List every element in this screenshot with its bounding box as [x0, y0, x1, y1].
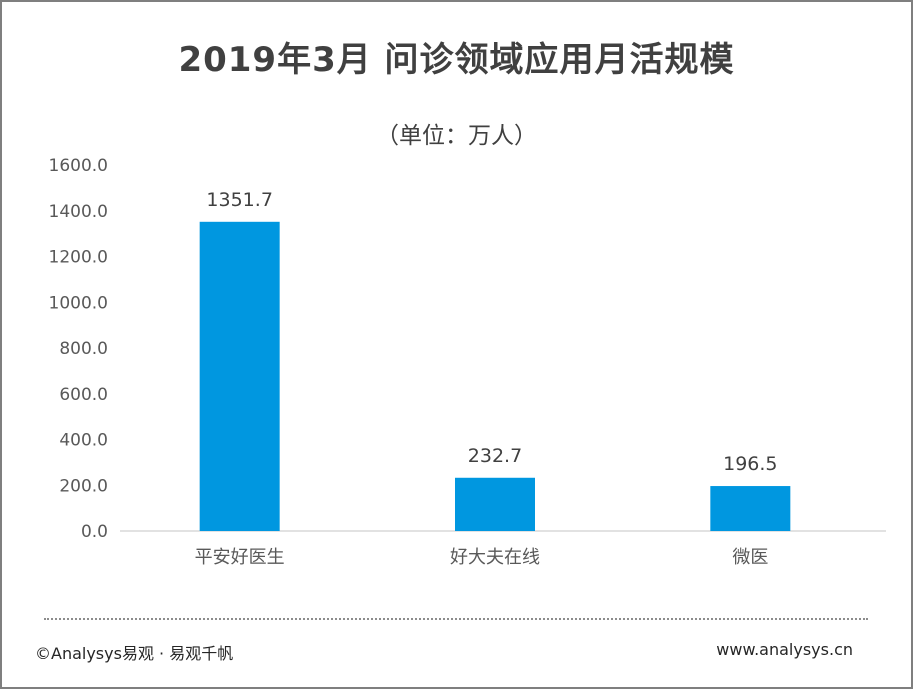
footer-website[interactable]: www.analysys.cn: [716, 640, 853, 659]
footer-copyright: ©Analysys易观 · 易观千帆: [35, 644, 234, 663]
chart-subtitle: （单位：万人）: [376, 123, 537, 149]
data-labels-group: 1351.7 232.7 196.5: [206, 189, 777, 475]
y-tick-label: 1400.0: [49, 202, 108, 222]
y-tick-label: 1000.0: [49, 293, 108, 313]
y-tick-label: 200.0: [59, 476, 108, 496]
chart-title: 2019年3月 问诊领域应用月活规模: [178, 40, 735, 80]
y-tick-label: 1600.0: [49, 156, 108, 176]
category-label: 好大夫在线: [450, 547, 540, 568]
y-axis-ticks: 0.0 200.0 400.0 600.0 800.0 1000.0 1200.0 1400.…: [49, 156, 108, 542]
y-tick-label: 800.0: [59, 339, 108, 359]
y-tick-label: 1200.0: [49, 248, 108, 268]
bars-group: [199, 221, 791, 531]
bar-data-label: 1351.7: [206, 189, 272, 211]
bar: [455, 477, 535, 531]
category-label: 微医: [732, 547, 768, 568]
category-labels-group: 平安好医生 好大夫在线 微医: [195, 547, 769, 568]
bar: [710, 486, 791, 531]
category-label: 平安好医生: [195, 547, 285, 568]
y-tick-label: 0.0: [81, 522, 108, 542]
y-tick-label: 400.0: [59, 431, 108, 451]
bar: [199, 221, 280, 531]
y-tick-label: 600.0: [59, 385, 108, 405]
bar-data-label: 196.5: [723, 453, 777, 475]
bar-chart: 0.0 200.0 400.0 600.0 800.0 1000.0 1200.0 1400.…: [49, 156, 886, 568]
footer-divider: [44, 618, 868, 620]
bar-data-label: 232.7: [468, 445, 522, 467]
